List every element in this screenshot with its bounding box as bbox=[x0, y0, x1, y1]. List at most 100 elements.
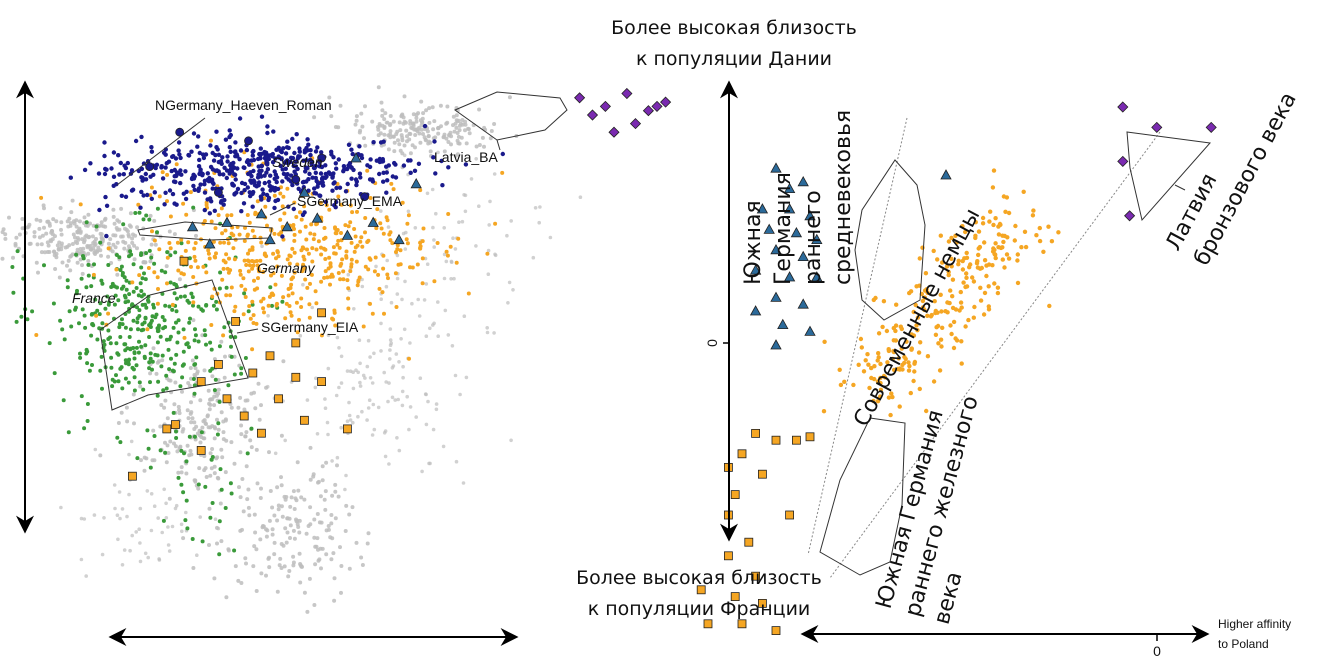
right-series-0-marker bbox=[940, 169, 952, 180]
sweden-point bbox=[384, 164, 389, 169]
germany-point bbox=[368, 196, 373, 200]
france-point bbox=[137, 314, 142, 318]
germany-point bbox=[245, 213, 250, 217]
germany-point bbox=[292, 232, 297, 237]
background-point bbox=[176, 404, 181, 409]
background-point bbox=[155, 360, 160, 365]
sweden-point bbox=[151, 172, 156, 177]
background-point bbox=[259, 486, 263, 491]
background-point bbox=[74, 224, 79, 229]
background-point bbox=[397, 448, 402, 453]
left-series-6-marker bbox=[291, 372, 301, 382]
background-point bbox=[387, 381, 391, 385]
germany-point bbox=[385, 218, 390, 223]
background-point bbox=[275, 518, 280, 523]
germany-point bbox=[393, 271, 398, 276]
left-series-0-marker bbox=[175, 127, 185, 137]
background-point bbox=[344, 503, 349, 508]
germany-point bbox=[319, 245, 323, 250]
germany-point bbox=[384, 215, 389, 220]
background-point bbox=[260, 244, 264, 249]
background-point bbox=[251, 564, 256, 569]
sweden-point bbox=[259, 195, 264, 200]
france-point bbox=[181, 349, 186, 354]
germany-point bbox=[299, 305, 304, 309]
france-point bbox=[51, 301, 56, 306]
background-point bbox=[413, 226, 418, 230]
france-point bbox=[172, 282, 177, 286]
france-point bbox=[152, 434, 157, 438]
sweden-point bbox=[149, 145, 154, 150]
sweden-point bbox=[245, 158, 251, 163]
background-point bbox=[189, 420, 194, 425]
background-point bbox=[73, 235, 77, 240]
sweden-point bbox=[116, 153, 121, 158]
france-point bbox=[155, 353, 160, 358]
modern-germans-point bbox=[925, 290, 930, 295]
germany-point bbox=[289, 313, 294, 318]
background-point bbox=[507, 95, 512, 100]
background-point bbox=[170, 524, 175, 529]
background-point bbox=[261, 524, 266, 529]
background-point bbox=[128, 548, 132, 553]
background-point bbox=[463, 128, 467, 133]
background-point bbox=[120, 563, 125, 567]
sweden-point bbox=[129, 188, 135, 193]
modern-germans-point bbox=[991, 168, 997, 173]
background-point bbox=[189, 376, 193, 381]
france-point bbox=[191, 377, 196, 381]
france-point bbox=[217, 344, 222, 349]
background-point bbox=[37, 226, 42, 231]
france-point bbox=[208, 368, 213, 373]
background-point bbox=[213, 426, 218, 431]
france-point bbox=[151, 305, 156, 310]
modern-germans-point bbox=[865, 352, 870, 357]
modern-germans-point bbox=[871, 398, 876, 404]
france-point bbox=[115, 435, 120, 440]
background-point bbox=[509, 438, 513, 443]
background-point bbox=[138, 559, 143, 564]
background-point bbox=[413, 145, 417, 150]
germany-point bbox=[290, 291, 295, 296]
germany-point bbox=[336, 271, 341, 275]
germany-point bbox=[233, 237, 238, 242]
background-point bbox=[82, 215, 87, 220]
background-point bbox=[54, 219, 59, 224]
sweden-point bbox=[233, 140, 238, 145]
sweden-point bbox=[197, 150, 202, 156]
modern-germans-point bbox=[907, 290, 912, 296]
france-point bbox=[163, 450, 168, 455]
france-point bbox=[158, 448, 163, 453]
germany-point bbox=[435, 241, 440, 245]
early-medieval-hull bbox=[854, 159, 926, 321]
sweden-point bbox=[242, 188, 247, 193]
left-series-6-marker bbox=[248, 368, 258, 378]
background-point bbox=[3, 236, 8, 241]
modern-germans-point bbox=[821, 409, 827, 414]
france-point bbox=[95, 337, 100, 342]
germany-point bbox=[382, 311, 386, 316]
background-point bbox=[434, 407, 439, 412]
sweden-point bbox=[139, 189, 144, 195]
france-point bbox=[169, 356, 173, 361]
sweden-point bbox=[275, 186, 281, 192]
background-point bbox=[383, 454, 388, 459]
germany-point bbox=[265, 223, 269, 228]
germany-point bbox=[363, 264, 368, 269]
sweden-point bbox=[285, 158, 290, 163]
france-point bbox=[65, 278, 70, 283]
germany-point bbox=[418, 246, 423, 250]
germany-point bbox=[241, 276, 246, 281]
background-point bbox=[125, 514, 129, 519]
sweden-point bbox=[248, 178, 253, 183]
france-point bbox=[102, 342, 107, 347]
france-point bbox=[196, 482, 201, 487]
modern-germans-point bbox=[893, 338, 899, 343]
sweden-point bbox=[171, 179, 177, 184]
modern-germans-point bbox=[880, 324, 885, 330]
background-point bbox=[284, 540, 289, 545]
background-point bbox=[401, 364, 405, 369]
modern-germans-point bbox=[967, 265, 972, 270]
sweden-point bbox=[221, 172, 226, 177]
sweden-point bbox=[267, 183, 272, 189]
